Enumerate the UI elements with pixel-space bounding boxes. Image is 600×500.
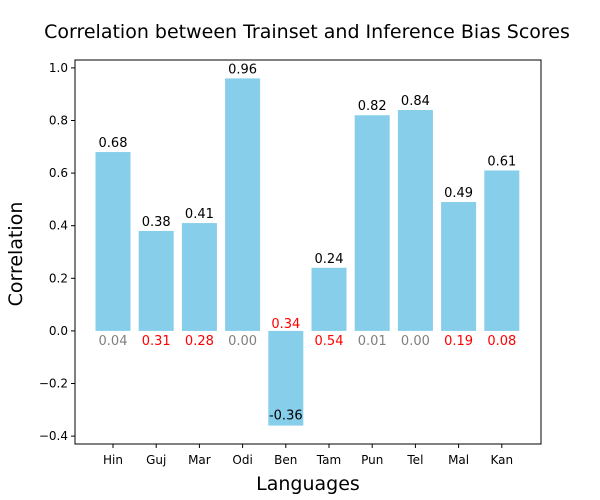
- x-tick-label-ben: Ben: [274, 453, 297, 467]
- bar-odi: [225, 78, 261, 331]
- x-tick-label-tel: Tel: [406, 453, 423, 467]
- x-tick-label-kan: Kan: [490, 453, 513, 467]
- secondary-label-mar: 0.28: [185, 334, 214, 349]
- y-tick-label: 0.0: [49, 324, 68, 338]
- secondary-label-odi: 0.00: [228, 334, 257, 349]
- secondary-labels-group: 0.04 0.31 0.28 0.00 0.34 0.54 0.01 0.00 0.19 0.08: [99, 317, 517, 349]
- x-tick-label-guj: Guj: [146, 453, 166, 467]
- value-label-ben: -0.36: [269, 409, 303, 424]
- value-label-odi: 0.96: [228, 62, 257, 77]
- bar-ben: [268, 330, 304, 426]
- chart-title: Correlation between Trainset and Inferen…: [44, 21, 570, 43]
- secondary-label-kan: 0.08: [487, 334, 516, 349]
- value-label-tel: 0.84: [401, 94, 430, 109]
- value-label-kan: 0.61: [487, 154, 516, 169]
- x-axis-label: Languages: [256, 473, 360, 495]
- y-tick-label: 0.6: [49, 166, 68, 180]
- plot-frame: [74, 59, 542, 445]
- y-tick-label: 0.2: [49, 271, 68, 285]
- value-label-guj: 0.38: [142, 215, 171, 230]
- x-tick-label-odi: Odi: [232, 453, 252, 467]
- y-axis-label: Correlation: [5, 202, 27, 307]
- bar-kan: [484, 170, 520, 331]
- bar-mar: [181, 223, 217, 331]
- bars-group: [95, 78, 520, 426]
- y-tick-label: 1.0: [49, 61, 68, 75]
- value-label-mar: 0.41: [185, 207, 214, 222]
- x-tick-label-mar: Mar: [188, 453, 211, 467]
- bar-hin: [95, 152, 131, 331]
- secondary-label-guj: 0.31: [142, 334, 171, 349]
- value-label-tam: 0.24: [315, 252, 344, 267]
- secondary-label-mal: 0.19: [444, 334, 473, 349]
- bar-tel: [397, 109, 433, 331]
- secondary-label-ben: 0.34: [271, 317, 300, 332]
- secondary-label-pun: 0.01: [358, 334, 387, 349]
- y-tick-label: −0.2: [39, 377, 68, 391]
- secondary-label-tam: 0.54: [315, 334, 344, 349]
- bar-pun: [354, 115, 390, 331]
- x-tick-label-mal: Mal: [448, 453, 469, 467]
- value-label-pun: 0.82: [358, 99, 387, 114]
- x-tick-label-tam: Tam: [316, 453, 341, 467]
- y-tick-label: −0.4: [39, 429, 68, 443]
- y-tick-label: 0.8: [49, 113, 68, 127]
- secondary-label-tel: 0.00: [401, 334, 430, 349]
- x-tick-label-hin: Hin: [103, 453, 123, 467]
- bar-mal: [441, 202, 477, 331]
- y-axis: −0.4 −0.2 0.0 0.2 0.4 0.6 0.8 1.0: [39, 61, 75, 443]
- y-tick-label: 0.4: [49, 219, 68, 233]
- bar-tam: [311, 267, 347, 331]
- value-label-hin: 0.68: [99, 136, 128, 151]
- x-axis: Hin Guj Mar Odi Ben Tam Pun Tel Mal Kan: [103, 444, 513, 467]
- value-labels-group: 0.68 0.38 0.41 0.96 -0.36 0.24 0.82 0.84 0.49 0.6…: [99, 62, 517, 423]
- secondary-label-hin: 0.04: [99, 334, 128, 349]
- bar-guj: [138, 230, 174, 331]
- x-tick-label-pun: Pun: [361, 453, 383, 467]
- value-label-mal: 0.49: [444, 186, 473, 201]
